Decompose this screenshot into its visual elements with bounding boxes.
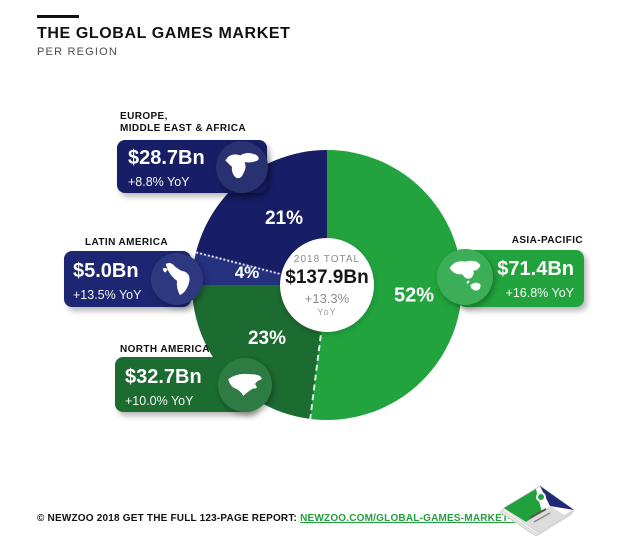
latam-map-icon (151, 253, 203, 305)
yoy-emea: +8.8% YoY (128, 175, 190, 189)
title-accent-rule (37, 15, 79, 18)
caption-na: NORTH AMERICA (120, 344, 210, 355)
donut-center-total: 2018 TOTAL $137.9Bn +13.3% YoY (280, 238, 374, 332)
na-map-icon (218, 358, 272, 412)
share-label-latam: 4% (234, 263, 260, 282)
yoy-na: +10.0% YoY (125, 394, 194, 408)
value-emea: $28.7Bn (128, 147, 205, 169)
page-title: THE GLOBAL GAMES MARKET (37, 25, 291, 42)
report-cover-logo (492, 472, 588, 547)
share-label-emea: 21% (264, 208, 304, 229)
apac-map-icon (437, 249, 493, 305)
page-subtitle: PER REGION (37, 46, 119, 58)
value-latam: $5.0Bn (73, 260, 139, 282)
caption-emea-line2: MIDDLE EAST & AFRICA (120, 123, 246, 134)
report-link[interactable]: NEWZOO.COM/GLOBAL-GAMES-MARKET-REPORT (300, 513, 555, 524)
share-label-apac: 52% (393, 284, 435, 307)
value-na: $32.7Bn (125, 366, 202, 388)
caption-apac: ASIA-PACIFIC (511, 235, 583, 246)
emea-map-icon (216, 141, 268, 193)
footer-note: © NEWZOO 2018 GET THE FULL 123-PAGE REPO… (37, 513, 554, 524)
share-label-na: 23% (247, 328, 287, 349)
footer-text: © NEWZOO 2018 GET THE FULL 123-PAGE REPO… (37, 513, 298, 524)
value-apac: $71.4Bn (497, 258, 574, 280)
caption-emea-line1: EUROPE, (120, 111, 168, 122)
caption-emea: EUROPE, MIDDLE EAST & AFRICA (120, 111, 246, 135)
total-year-label: 2018 TOTAL (293, 253, 361, 265)
total-growth-unit: YoY (317, 306, 337, 317)
yoy-latam: +13.5% YoY (73, 288, 142, 302)
total-value: $137.9Bn (285, 266, 369, 288)
caption-latam: LATIN AMERICA (85, 237, 168, 248)
total-growth: +13.3% (304, 290, 350, 306)
yoy-apac: +16.8% YoY (505, 286, 574, 300)
